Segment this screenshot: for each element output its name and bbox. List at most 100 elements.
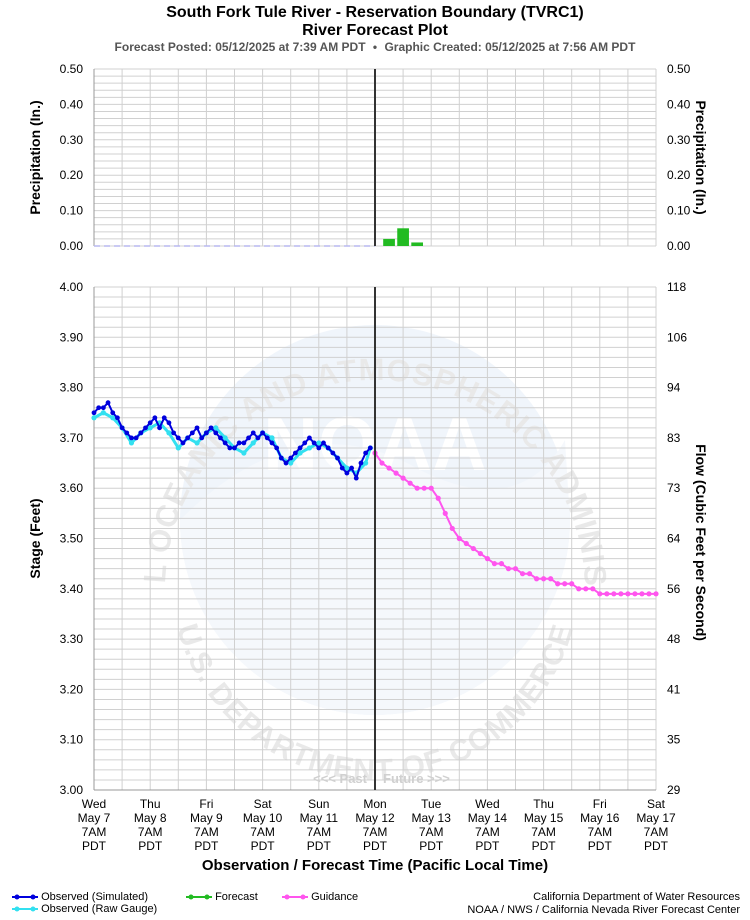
observed-simulated-point [152, 415, 158, 421]
stage-xtick-label: Thu [533, 797, 554, 811]
precip-bar [397, 228, 409, 246]
observed-simulated-point [218, 435, 223, 441]
observed-simulated-point [157, 425, 162, 431]
guidance-point [470, 545, 476, 552]
precip-ytick-right: 0.00 [667, 239, 691, 253]
observed-raw-point [306, 445, 313, 451]
observed-raw-point [91, 415, 97, 421]
observed-simulated-point [222, 440, 228, 446]
stage-xtick-label: 7AM [363, 825, 388, 839]
precip-ylabel-right: Precipitation (In.) [693, 100, 709, 214]
credit-line-1: California Department of Water Resources [533, 891, 740, 903]
observed-simulated-point [124, 430, 130, 436]
stage-xtick-label: May 8 [134, 811, 167, 825]
legend-observed-simulated-swatch [12, 894, 38, 900]
guidance-point [590, 586, 596, 592]
guidance-point [519, 571, 526, 577]
observed-raw-point [363, 460, 369, 466]
observed-simulated-point [166, 420, 172, 426]
guidance-point [386, 465, 392, 471]
flow-ytick: 73 [667, 481, 681, 495]
stage-ylabel: Stage (Feet) [27, 498, 43, 578]
guidance-point [555, 581, 561, 587]
observed-simulated-point [110, 410, 116, 416]
stage-xtick-label: PDT [307, 839, 332, 853]
guidance-point [653, 591, 659, 597]
observed-simulated-point [204, 430, 209, 436]
stage-xtick-label: May 14 [468, 811, 508, 825]
observed-simulated-point [199, 435, 205, 441]
observed-raw-point [100, 410, 106, 416]
observed-simulated-point [147, 420, 153, 426]
observed-simulated-point [138, 430, 144, 436]
stage-xtick-label: PDT [251, 839, 276, 853]
stage-ytick: 4.00 [60, 280, 84, 294]
stage-xtick-label: 7AM [644, 825, 669, 839]
stage-xtick-label: PDT [419, 839, 444, 853]
stage-ytick: 3.00 [60, 783, 84, 797]
guidance-point [379, 460, 385, 466]
flow-ytick: 29 [667, 783, 681, 797]
stage-ytick: 3.70 [60, 431, 84, 445]
chart-timestamps: Forecast Posted: 05/12/2025 at 7:39 AM P… [0, 40, 750, 55]
stage-xtick-label: 7AM [194, 825, 219, 839]
flow-ytick: 106 [667, 330, 687, 344]
flow-ytick: 64 [667, 532, 681, 546]
guidance-point [421, 485, 427, 491]
flow-ytick: 48 [667, 632, 681, 646]
chart-title: South Fork Tule River - Reservation Boun… [166, 4, 584, 21]
observed-simulated-point [227, 445, 233, 451]
observed-simulated-point [129, 435, 134, 441]
observed-simulated-point [100, 405, 106, 411]
observed-simulated-point [292, 450, 298, 456]
guidance-point [512, 566, 519, 572]
x-axis-label: Observation / Forecast Time (Pacific Loc… [202, 857, 548, 874]
flow-ytick: 83 [667, 431, 681, 445]
guidance-point [526, 571, 533, 577]
stage-xtick-label: May 17 [636, 811, 676, 825]
stage-ytick: 3.10 [60, 733, 84, 747]
legend-observed-raw-swatch [12, 906, 38, 912]
guidance-point [456, 535, 462, 542]
flow-ytick: 41 [667, 682, 681, 696]
stage-ytick: 3.30 [60, 632, 84, 646]
flow-ytick: 35 [667, 733, 681, 747]
precip-ytick-right: 0.40 [667, 97, 691, 111]
observed-simulated-point [302, 440, 308, 446]
stage-ytick: 3.20 [60, 682, 84, 696]
observed-simulated-point [180, 440, 186, 446]
flow-ylabel: Flow (Cubic Feet per Second) [693, 444, 709, 641]
stage-xtick-label: Wed [475, 797, 499, 811]
legend-forecast: Forecast [186, 891, 258, 903]
stage-xtick-label: May 7 [78, 811, 111, 825]
stage-xtick-label: May 12 [355, 811, 395, 825]
chart-subtitle: River Forecast Plot [302, 22, 448, 39]
guidance-point [569, 581, 575, 587]
guidance-point [505, 566, 512, 572]
flow-ytick: 94 [667, 381, 681, 395]
observed-simulated-point [283, 460, 289, 466]
stage-xtick-label: Tue [421, 797, 442, 811]
legend-guidance-label: Guidance [311, 891, 359, 903]
guidance-point [393, 470, 399, 476]
precip-ytick-right: 0.30 [667, 133, 691, 147]
precipitation-plot: 0.00 0.00 0.10 0.10 0.20 0.20 0.30 0.30 0.40 0.40… [27, 62, 709, 253]
stage-xtick-label: May 16 [580, 811, 620, 825]
observed-raw-point [344, 465, 350, 471]
observed-simulated-point [119, 425, 125, 431]
stage-xtick-label: 7AM [587, 825, 612, 839]
observed-simulated-point [367, 445, 373, 451]
stage-xtick-label: 7AM [419, 825, 444, 839]
guidance-point [597, 591, 603, 597]
observed-raw-point [213, 425, 219, 431]
precip-ytick-left: 0.50 [60, 62, 84, 76]
guidance-point [442, 510, 448, 516]
guidance-point [533, 576, 540, 582]
guidance-point [604, 591, 610, 597]
observed-simulated-point [353, 475, 359, 481]
observed-simulated-point [307, 435, 312, 441]
stage-xtick-label: 7AM [306, 825, 331, 839]
guidance-point [400, 475, 406, 481]
observed-simulated-point [250, 430, 256, 436]
